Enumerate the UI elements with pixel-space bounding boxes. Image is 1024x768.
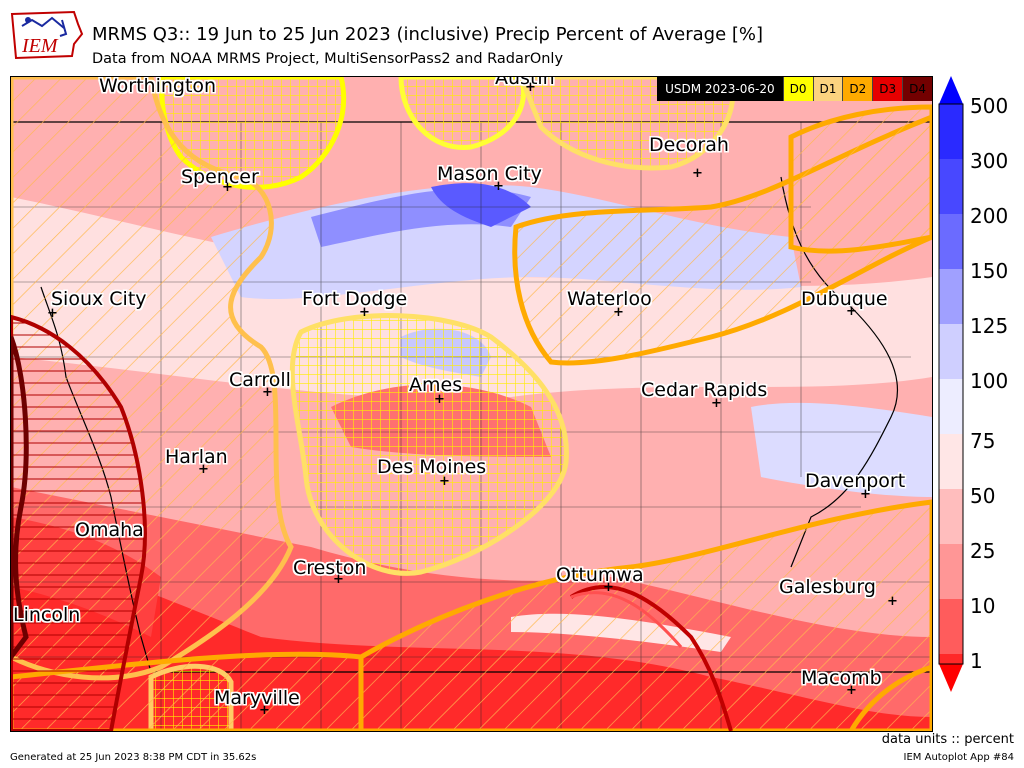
colorbar-tick-300: 300 xyxy=(970,149,1009,173)
city-label-harlan: Harlan xyxy=(165,446,228,468)
usdm-legend-d1: D1 xyxy=(812,77,843,101)
city-label-macomb: Macomb xyxy=(801,667,882,689)
colorbar-segment xyxy=(939,104,963,159)
city-marker: + xyxy=(860,487,871,502)
colorbar-tick-150: 150 xyxy=(970,259,1009,283)
colorbar-tick-50: 50 xyxy=(970,484,996,508)
city-label-mason-city: Mason City xyxy=(437,163,542,185)
city-marker: + xyxy=(887,594,898,609)
colorbar-min-arrow xyxy=(939,664,963,692)
colorbar-segment xyxy=(939,544,963,599)
colorbar-tick-100: 100 xyxy=(970,369,1009,393)
colorbar-segment xyxy=(939,599,963,654)
usdm-legend-d3: D3 xyxy=(872,77,903,101)
app-label: IEM Autoplot App #84 xyxy=(903,752,1014,763)
city-label-galesburg: Galesburg xyxy=(779,576,876,598)
city-label-omaha: Omaha xyxy=(75,519,144,541)
data-units-label: data units :: percent xyxy=(881,732,1014,747)
city-marker: + xyxy=(846,683,857,698)
colorbar-segment xyxy=(939,324,963,379)
usdm-legend-d4: D4 xyxy=(902,77,932,101)
city-label-sioux-city: Sioux City xyxy=(51,288,147,310)
city-label-carroll: Carroll xyxy=(229,369,291,391)
city-label-davenport: Davenport xyxy=(805,470,906,492)
colorbar-tick-125: 125 xyxy=(970,314,1009,338)
city-label-waterloo: Waterloo xyxy=(567,288,652,310)
city-marker: + xyxy=(692,166,703,181)
iem-logo: IEM xyxy=(10,10,84,60)
city-label-spencer: Spencer xyxy=(181,166,259,188)
chart-subtitle: Data from NOAA MRMS Project, MultiSensor… xyxy=(92,51,564,67)
usdm-legend-d2: D2 xyxy=(842,77,873,101)
city-marker: + xyxy=(711,396,722,411)
map-canvas xyxy=(11,77,932,731)
city-label-creston: Creston xyxy=(293,557,367,579)
city-label-dubuque: Dubuque xyxy=(801,288,888,310)
usdm-legend-d0: D0 xyxy=(782,77,813,101)
colorbar-tick-1: 1 xyxy=(970,649,983,673)
city-marker: + xyxy=(434,392,445,407)
colorbar-segment xyxy=(939,214,963,269)
city-marker: + xyxy=(259,703,270,718)
city-label-fort-dodge: Fort Dodge xyxy=(302,288,408,310)
colorbar-segment xyxy=(939,654,963,664)
colorbar-segment xyxy=(939,489,963,544)
city-marker: + xyxy=(525,80,536,95)
colorbar-segment xyxy=(939,269,963,324)
chart-title: MRMS Q3:: 19 Jun to 25 Jun 2023 (inclusi… xyxy=(92,24,764,45)
city-marker: + xyxy=(603,580,614,595)
city-marker: + xyxy=(846,304,857,319)
usdm-legend-label: USDM 2023-06-20 xyxy=(657,77,783,101)
city-marker: + xyxy=(613,305,624,320)
city-label-ames: Ames xyxy=(409,374,463,396)
city-label-worthington: Worthington xyxy=(99,76,217,97)
usdm-legend: USDM 2023-06-20 D0 D1 D2 D3 D4 xyxy=(657,77,932,101)
logo-text: IEM xyxy=(21,35,59,57)
colorbar xyxy=(938,76,964,692)
colorbar-tick-200: 200 xyxy=(970,204,1009,228)
city-label-austin: Austin xyxy=(495,76,555,89)
city-marker: + xyxy=(359,305,370,320)
city-marker: + xyxy=(439,474,450,489)
colorbar-tick-500: 500 xyxy=(970,94,1009,118)
colorbar-max-arrow xyxy=(939,76,963,104)
colorbar-segment xyxy=(939,434,963,489)
city-label-lincoln: Lincoln xyxy=(13,604,81,626)
colorbar-tick-25: 25 xyxy=(970,539,996,563)
generated-timestamp: Generated at 25 Jun 2023 8:38 PM CDT in … xyxy=(10,752,257,763)
colorbar-tick-75: 75 xyxy=(970,429,996,453)
city-marker: + xyxy=(493,179,504,194)
city-marker: + xyxy=(47,306,58,321)
city-label-cedar-rapids: Cedar Rapids xyxy=(641,379,768,401)
colorbar-segment xyxy=(939,159,963,214)
precip-map: USDM 2023-06-20 D0 D1 D2 D3 D4 Worthingt… xyxy=(10,76,933,732)
colorbar-tick-10: 10 xyxy=(970,594,996,618)
city-label-decorah: Decorah xyxy=(649,134,729,156)
city-label-ottumwa: Ottumwa xyxy=(556,564,644,586)
city-label-des-moines: Des Moines xyxy=(377,456,487,478)
city-marker: + xyxy=(198,462,209,477)
city-marker: + xyxy=(333,572,344,587)
city-label-maryville: Maryville xyxy=(214,687,300,709)
city-marker: + xyxy=(222,180,233,195)
colorbar-segment xyxy=(939,379,963,434)
city-marker: + xyxy=(262,385,273,400)
